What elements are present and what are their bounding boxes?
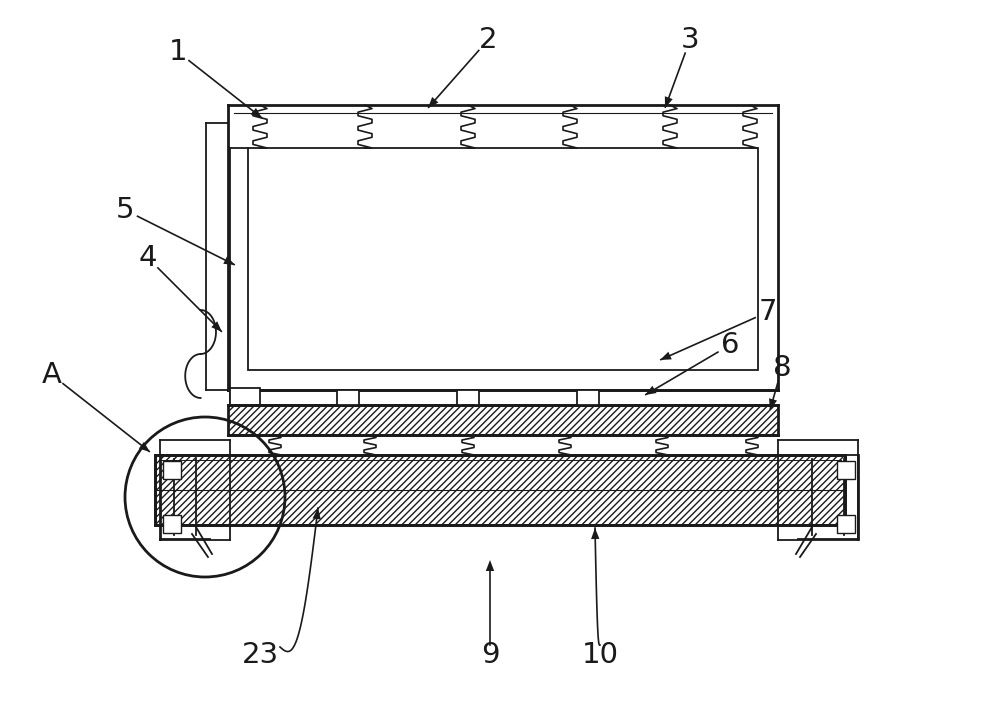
Polygon shape xyxy=(486,560,494,571)
Text: 6: 6 xyxy=(721,331,739,359)
Bar xyxy=(248,148,758,370)
Polygon shape xyxy=(769,398,777,410)
Polygon shape xyxy=(223,257,235,265)
Polygon shape xyxy=(313,508,321,519)
Text: 4: 4 xyxy=(139,244,157,272)
Polygon shape xyxy=(139,442,150,452)
Bar xyxy=(155,455,845,525)
Bar xyxy=(457,390,479,406)
Bar xyxy=(837,515,855,533)
Text: 23: 23 xyxy=(241,641,279,669)
Text: 7: 7 xyxy=(759,298,777,326)
Text: 2: 2 xyxy=(479,26,497,54)
Text: 8: 8 xyxy=(773,354,791,382)
Bar xyxy=(337,390,359,406)
Polygon shape xyxy=(645,386,657,395)
Polygon shape xyxy=(660,352,672,360)
Bar xyxy=(163,461,181,479)
Text: 5: 5 xyxy=(116,196,134,224)
Polygon shape xyxy=(665,96,673,108)
Polygon shape xyxy=(428,97,438,108)
Polygon shape xyxy=(211,322,222,332)
Bar xyxy=(837,461,855,479)
Text: 1: 1 xyxy=(169,38,187,66)
Text: A: A xyxy=(42,361,62,389)
Polygon shape xyxy=(591,528,599,539)
Bar xyxy=(577,390,599,406)
Bar xyxy=(163,515,181,533)
Text: 10: 10 xyxy=(582,641,618,669)
Bar xyxy=(230,388,260,406)
Text: 9: 9 xyxy=(481,641,499,669)
Polygon shape xyxy=(251,108,262,118)
Text: 3: 3 xyxy=(681,26,699,54)
Bar xyxy=(228,405,778,435)
